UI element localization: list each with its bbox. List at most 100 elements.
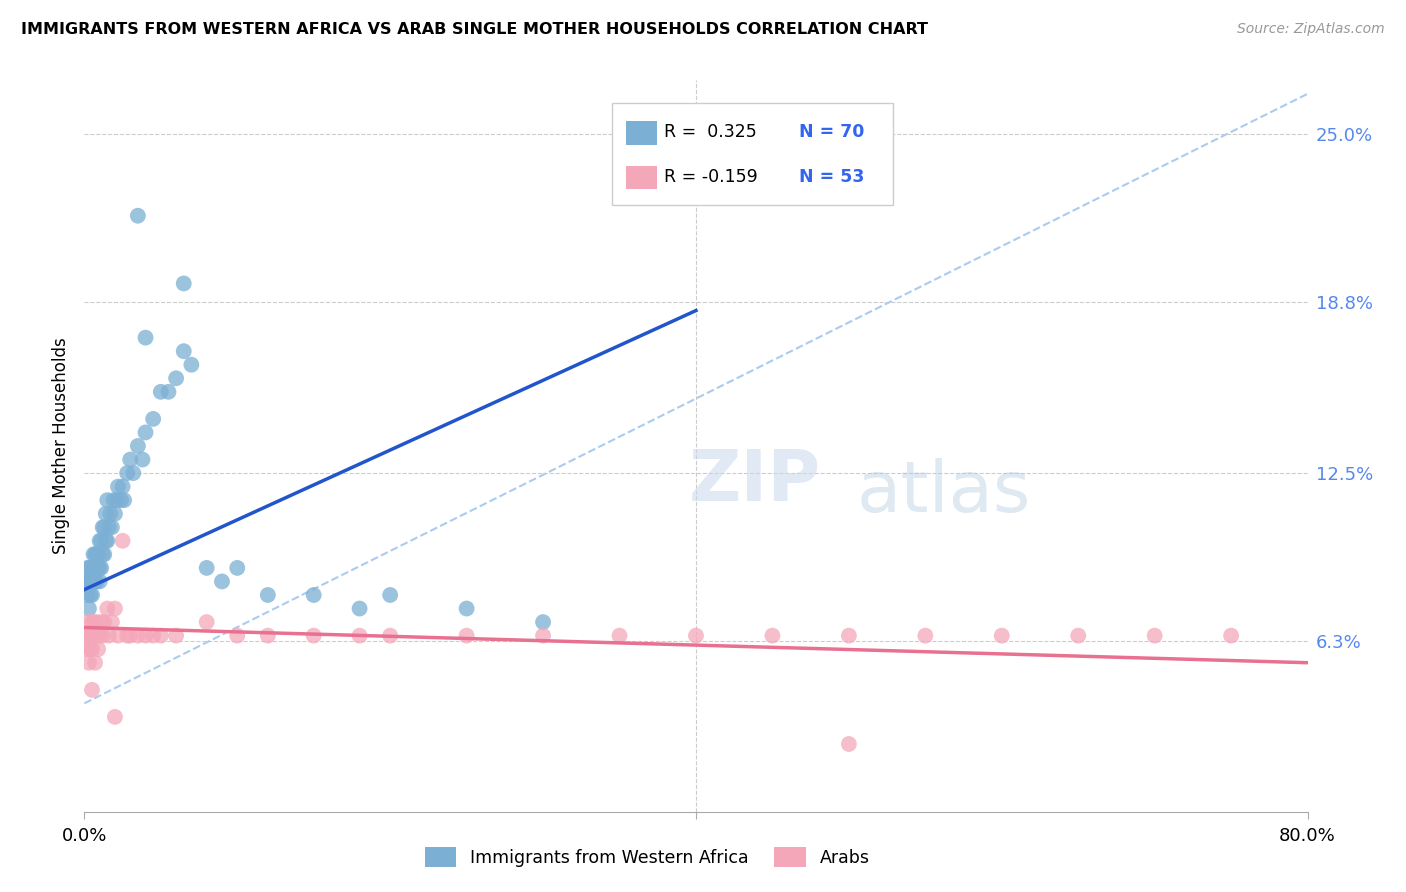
Point bbox=[165, 371, 187, 385]
Point bbox=[111, 480, 134, 494]
Point bbox=[101, 520, 124, 534]
Point bbox=[226, 629, 249, 643]
Point bbox=[76, 561, 98, 575]
Point bbox=[79, 588, 101, 602]
Point bbox=[456, 601, 478, 615]
Point bbox=[89, 533, 111, 548]
Point bbox=[135, 425, 157, 440]
Point bbox=[97, 520, 120, 534]
Point bbox=[93, 547, 115, 561]
Point bbox=[104, 507, 127, 521]
Point bbox=[79, 561, 101, 575]
Point bbox=[195, 561, 218, 575]
Point bbox=[180, 358, 202, 372]
Point bbox=[80, 588, 103, 602]
Point bbox=[91, 520, 114, 534]
Point bbox=[96, 601, 118, 615]
Point bbox=[531, 615, 554, 629]
Text: N = 70: N = 70 bbox=[799, 123, 863, 141]
Point bbox=[83, 574, 105, 589]
Point bbox=[111, 533, 134, 548]
Point bbox=[195, 615, 218, 629]
Point bbox=[96, 493, 118, 508]
Point bbox=[83, 561, 105, 575]
Point bbox=[83, 547, 105, 561]
Point bbox=[76, 615, 98, 629]
Point bbox=[93, 520, 115, 534]
Point bbox=[86, 615, 108, 629]
Point bbox=[97, 629, 120, 643]
Point bbox=[107, 629, 129, 643]
Text: R = -0.159: R = -0.159 bbox=[664, 168, 758, 186]
Point bbox=[84, 574, 107, 589]
Point bbox=[127, 629, 149, 643]
Point bbox=[104, 710, 127, 724]
Point bbox=[991, 629, 1014, 643]
Point bbox=[80, 561, 103, 575]
Point bbox=[77, 629, 100, 643]
Point bbox=[349, 601, 371, 615]
Point bbox=[79, 629, 101, 643]
Point bbox=[761, 629, 783, 643]
Point bbox=[94, 533, 117, 548]
Point bbox=[302, 629, 325, 643]
Point bbox=[87, 561, 110, 575]
Point bbox=[142, 629, 165, 643]
Point bbox=[1220, 629, 1243, 643]
Point bbox=[149, 384, 172, 399]
Point bbox=[98, 507, 121, 521]
Point bbox=[86, 629, 108, 643]
Point bbox=[90, 615, 112, 629]
Point bbox=[77, 601, 100, 615]
Point bbox=[84, 656, 107, 670]
Point bbox=[94, 507, 117, 521]
Point bbox=[349, 629, 371, 643]
Point bbox=[120, 452, 142, 467]
Point bbox=[380, 629, 402, 643]
Point bbox=[83, 629, 105, 643]
Text: ZIP: ZIP bbox=[689, 447, 821, 516]
Point bbox=[90, 561, 112, 575]
Text: IMMIGRANTS FROM WESTERN AFRICA VS ARAB SINGLE MOTHER HOUSEHOLDS CORRELATION CHAR: IMMIGRANTS FROM WESTERN AFRICA VS ARAB S… bbox=[21, 22, 928, 37]
Point bbox=[456, 629, 478, 643]
Point bbox=[93, 615, 115, 629]
Point bbox=[135, 629, 157, 643]
Point bbox=[87, 547, 110, 561]
Point bbox=[165, 629, 187, 643]
Point bbox=[84, 547, 107, 561]
Point bbox=[86, 561, 108, 575]
Point bbox=[257, 629, 280, 643]
Text: atlas: atlas bbox=[856, 458, 1031, 526]
Point bbox=[75, 574, 97, 589]
Point bbox=[77, 561, 100, 575]
Point bbox=[79, 642, 101, 657]
Legend: Immigrants from Western Africa, Arabs: Immigrants from Western Africa, Arabs bbox=[418, 840, 876, 874]
Point bbox=[211, 574, 233, 589]
Point bbox=[104, 601, 127, 615]
Point bbox=[110, 493, 132, 508]
Point bbox=[115, 466, 138, 480]
Point bbox=[107, 480, 129, 494]
Point bbox=[101, 615, 124, 629]
Point bbox=[80, 615, 103, 629]
Point bbox=[131, 452, 153, 467]
Point bbox=[89, 561, 111, 575]
Point bbox=[173, 344, 195, 359]
Point bbox=[83, 615, 105, 629]
Point bbox=[103, 493, 125, 508]
Point bbox=[122, 466, 145, 480]
Point bbox=[112, 493, 135, 508]
Point bbox=[96, 533, 118, 548]
Point bbox=[89, 574, 111, 589]
Point bbox=[115, 629, 138, 643]
Point bbox=[142, 412, 165, 426]
Point bbox=[149, 629, 172, 643]
Point bbox=[838, 629, 860, 643]
Point bbox=[685, 629, 707, 643]
Point bbox=[86, 547, 108, 561]
Y-axis label: Single Mother Households: Single Mother Households bbox=[52, 338, 70, 554]
Point bbox=[609, 629, 631, 643]
Point bbox=[84, 629, 107, 643]
Point bbox=[1143, 629, 1166, 643]
Point bbox=[157, 384, 180, 399]
